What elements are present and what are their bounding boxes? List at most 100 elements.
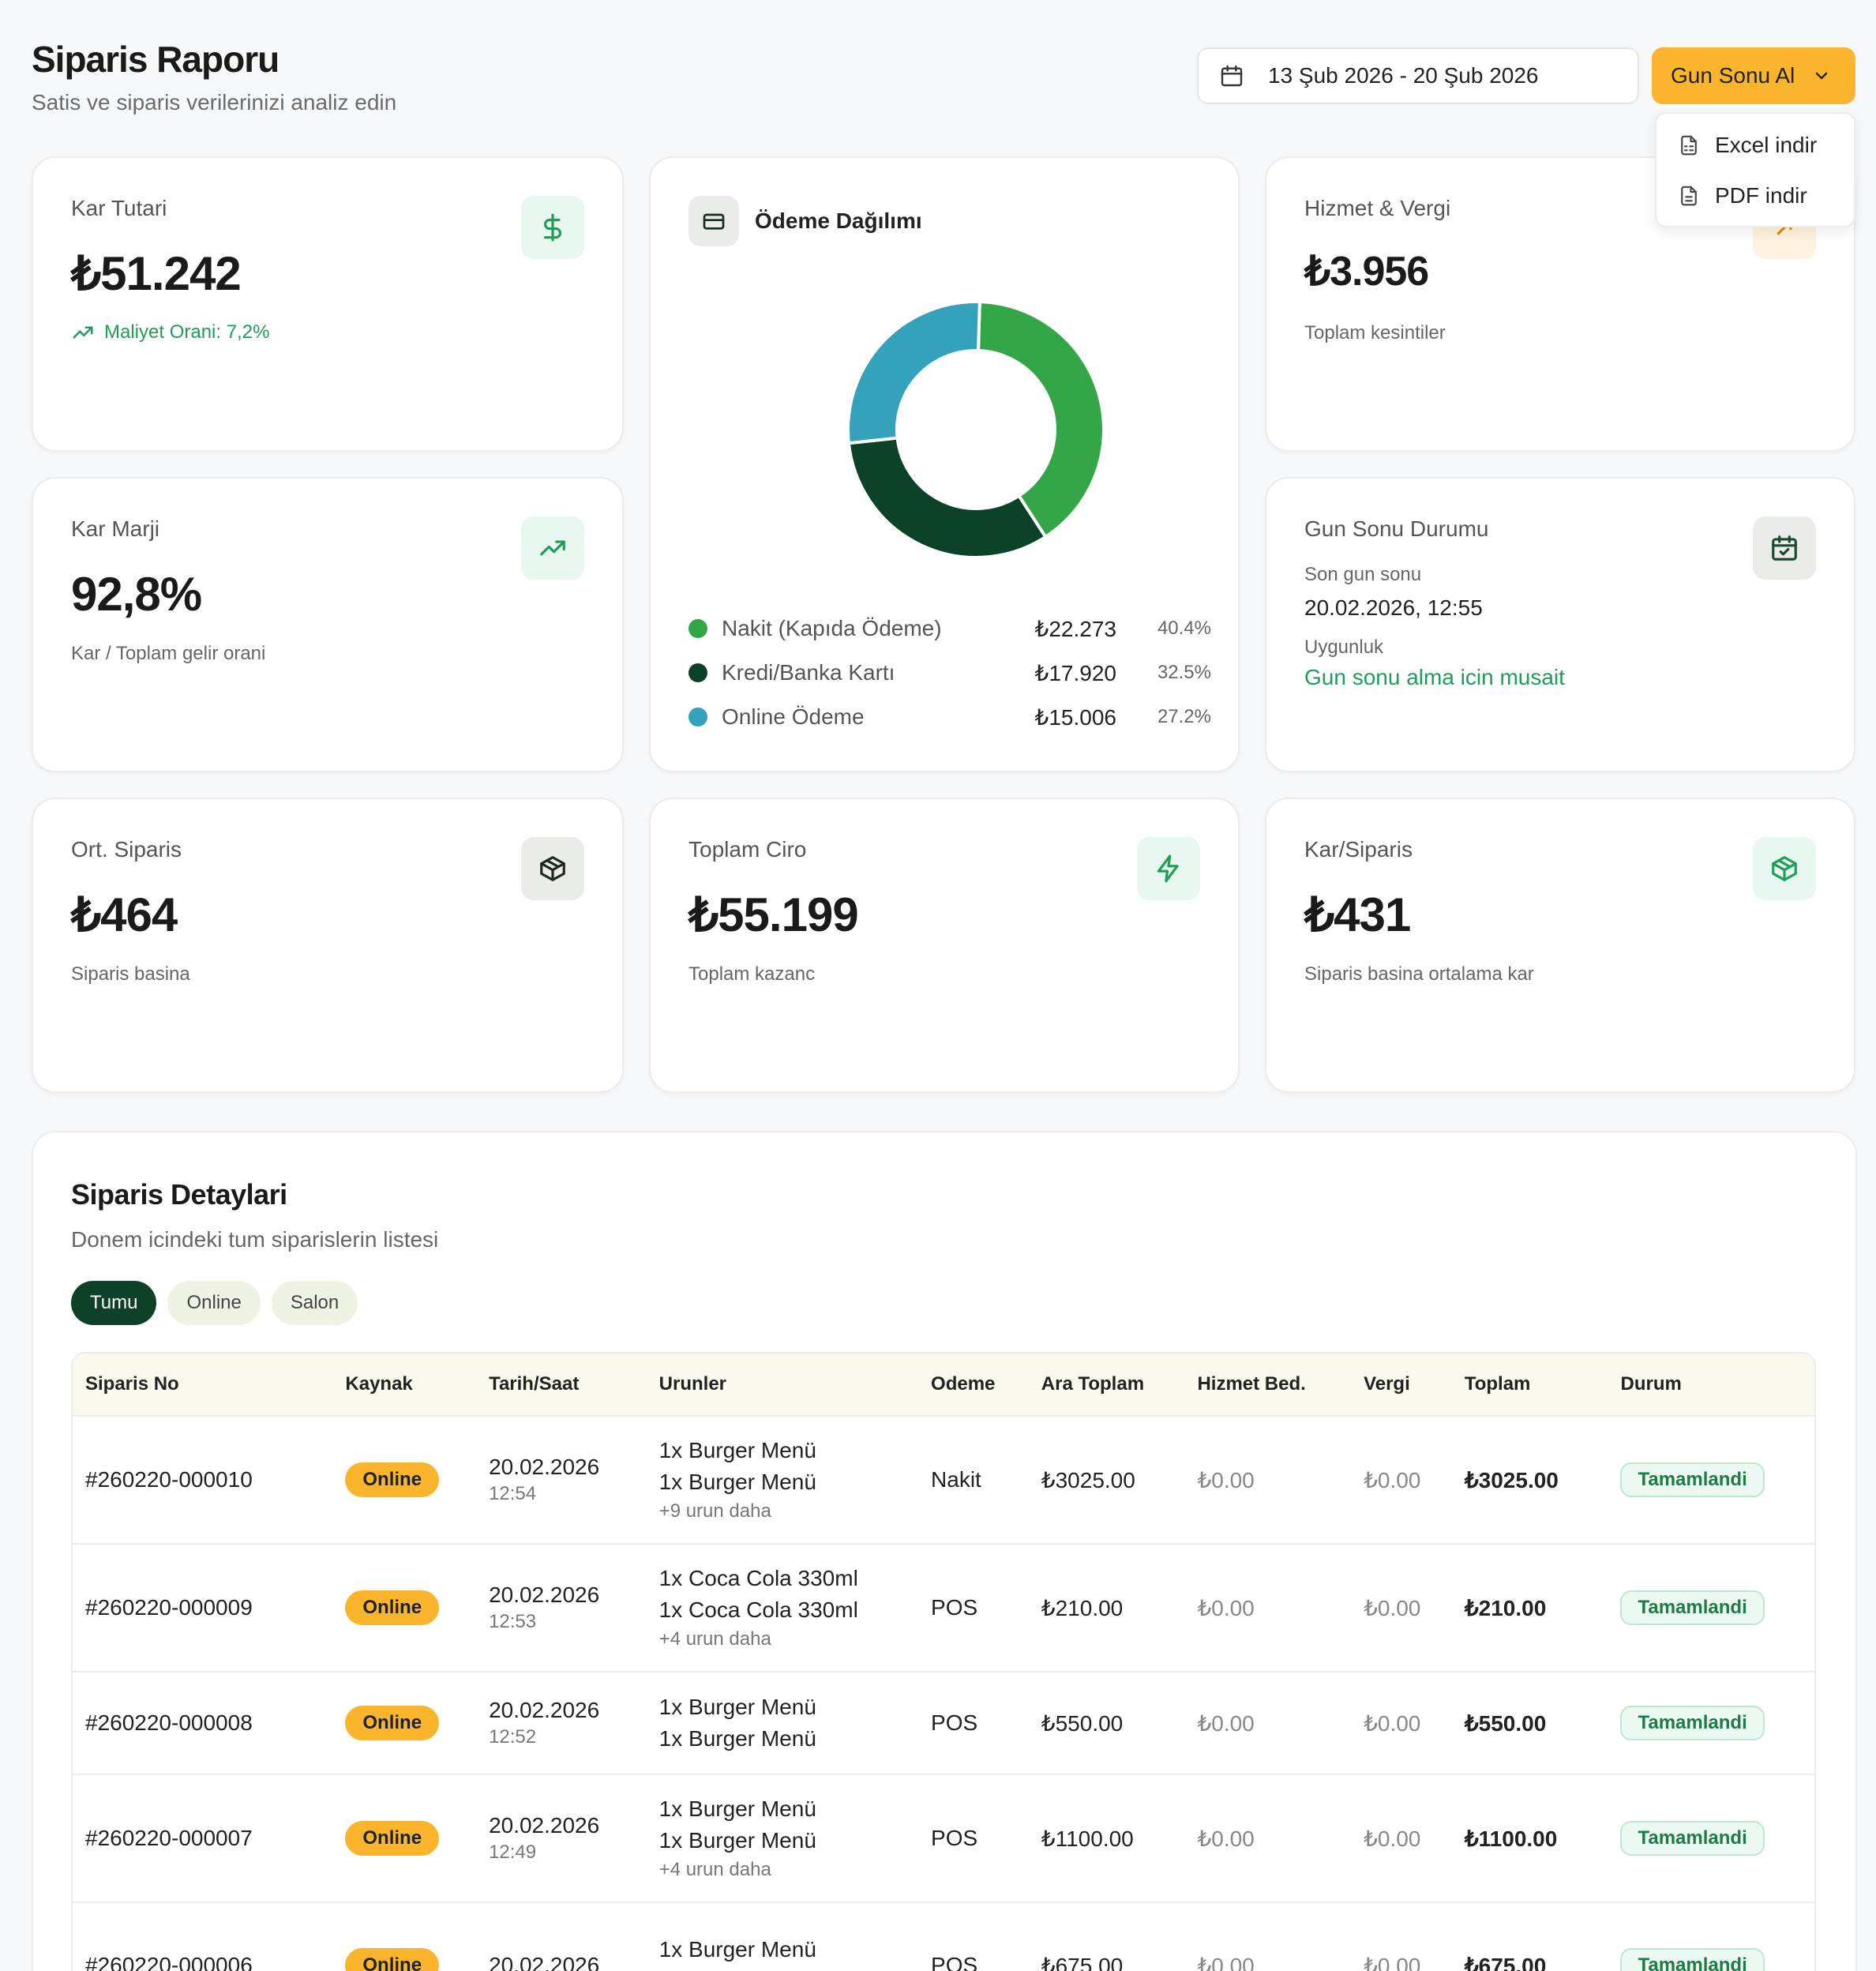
source-badge: Online [345, 1821, 440, 1856]
table-row[interactable]: #260220-000008 Online 20.02.2026 12:52 1x Bu… [73, 1673, 1814, 1775]
tax: ₺0.00 [1364, 1826, 1421, 1851]
order-number: #260220-000010 [85, 1467, 253, 1492]
page-subtitle: Satis ve siparis verilerinizi analiz edi… [32, 90, 397, 115]
kar-marji-card: Kar Marji 92,8% Kar / Toplam gelir orani [32, 477, 624, 772]
tax: ₺0.00 [1364, 1710, 1421, 1736]
calendar-check-icon-box [1753, 516, 1816, 580]
filter-online[interactable]: Online [167, 1281, 261, 1325]
datetime-cell: 20.02.2026 12:54 [476, 1455, 647, 1505]
product-line: 1x Burger Menü [658, 1937, 816, 1962]
trend-text: Maliyet Orani: 7,2% [104, 321, 270, 343]
filter-chips: Tumu Online Salon [71, 1281, 358, 1325]
orders-section: Siparis Detaylari Donem icindeki tum sip… [32, 1131, 1857, 1971]
gun-sonu-label: Gun Sonu Al [1671, 63, 1795, 88]
gun-sonu-status-card: Gun Sonu Durumu Son gun sonu 20.02.2026,… [1265, 477, 1855, 772]
source-badge: Online [345, 1948, 440, 1971]
status-cell: Tamamlandi [1608, 1821, 1814, 1856]
trend-indicator: Maliyet Orani: 7,2% [71, 321, 269, 344]
product-line: 1x Burger Menü [658, 1796, 816, 1821]
product-line: 1x Burger Menü [658, 1726, 816, 1751]
tax: ₺0.00 [1364, 1953, 1421, 1971]
filter-tumu[interactable]: Tumu [71, 1281, 157, 1325]
orders-subtitle: Donem icindeki tum siparislerin listesi [71, 1227, 439, 1252]
service-fee: ₺0.00 [1197, 1710, 1255, 1736]
order-number: #260220-000006 [85, 1953, 253, 1971]
son-gun-sonu-value: 20.02.2026, 12:55 [1304, 595, 1483, 620]
source-cell: Online [332, 1590, 476, 1625]
trending-up-icon [540, 540, 565, 556]
table-body: #260220-000010 Online 20.02.2026 12:54 1x Bu… [73, 1417, 1814, 1971]
order-time: 12:49 [489, 1841, 537, 1863]
card-subtext: Toplam kazanc [688, 963, 816, 985]
tax: ₺0.00 [1364, 1467, 1421, 1492]
card-value: ₺51.242 [71, 247, 242, 300]
source-badge: Online [345, 1462, 440, 1497]
ort-siparis-card: Ort. Siparis ₺464 Siparis basina [32, 798, 624, 1093]
total: ₺1100.00 [1464, 1826, 1558, 1851]
date-range-picker[interactable]: 13 Şub 2026 - 20 Şub 2026 [1197, 47, 1639, 104]
orders-table: Siparis No Kaynak Tarih/Saat Urunler Ode… [71, 1352, 1816, 1971]
product-line: 1x Burger Menü [658, 1438, 816, 1462]
orders-title: Siparis Detaylari [71, 1178, 287, 1211]
column-header: Durum [1620, 1373, 1682, 1395]
status-cell: Tamamlandi [1608, 1706, 1814, 1740]
column-header: Ara Toplam [1041, 1373, 1145, 1395]
excel-download-item[interactable]: Excel indir [1657, 120, 1854, 171]
total: ₺3025.00 [1464, 1467, 1559, 1492]
column-header: Toplam [1464, 1373, 1531, 1395]
order-date: 20.02.2026 [489, 1953, 600, 1971]
calendar-icon [1221, 65, 1243, 87]
pdf-download-item[interactable]: PDF indir [1657, 171, 1854, 221]
service-fee: ₺0.00 [1197, 1595, 1255, 1620]
source-cell: Online [332, 1821, 476, 1856]
gun-sonu-button[interactable]: Gun Sonu Al [1652, 47, 1855, 104]
card-label: Gun Sonu Durumu [1304, 516, 1489, 541]
products-cell: 1x Burger Menü 1x Burger Menü [647, 1691, 918, 1755]
legend-name: Kredi/Banka Kartı [722, 660, 895, 685]
export-dropdown-menu: Excel indir PDF indir [1655, 112, 1855, 227]
kar-siparis-card: Kar/Siparis ₺431 Siparis basina ortalama… [1265, 798, 1855, 1093]
dollar-icon [543, 213, 561, 242]
order-number: #260220-000009 [85, 1595, 253, 1620]
filter-salon[interactable]: Salon [271, 1281, 358, 1325]
card-value: ₺3.956 [1304, 249, 1429, 295]
payment-title: Ödeme Dağılımı [755, 208, 922, 233]
card-subtext: Siparis basina [71, 963, 190, 985]
legend-amount: ₺22.273 [1034, 616, 1116, 641]
total: ₺675.00 [1464, 1953, 1547, 1971]
legend-amount: ₺15.006 [1034, 704, 1116, 730]
spreadsheet-file-icon [1681, 135, 1697, 156]
table-row[interactable]: #260220-000010 Online 20.02.2026 12:54 1x Bu… [73, 1417, 1814, 1545]
table-row[interactable]: #260220-000007 Online 20.02.2026 12:49 1x Bu… [73, 1775, 1814, 1903]
legend-percent: 40.4% [1157, 618, 1211, 639]
card-value: 92,8% [71, 568, 202, 621]
trending-up-icon [73, 326, 93, 339]
legend-dot [688, 619, 707, 638]
table-row[interactable]: #260220-000006 Online 20.02.2026 1x Burger … [73, 1903, 1814, 1971]
subtotal: ₺210.00 [1041, 1595, 1124, 1620]
service-fee: ₺0.00 [1197, 1826, 1255, 1851]
card-label: Kar Tutari [71, 196, 167, 220]
column-header: Hizmet Bed. [1197, 1373, 1306, 1395]
total: ₺550.00 [1464, 1710, 1547, 1736]
zap-icon-box [1137, 837, 1200, 900]
card-label: Kar Marji [71, 516, 160, 541]
order-time: 12:53 [489, 1611, 537, 1632]
products-cell: 1x Burger Menü 1x Burger Menü +9 urun daha [647, 1435, 918, 1525]
package-icon [540, 856, 565, 881]
legend-row-nakit: Nakit (Kapıda Ödeme) ₺22.273 40.4% [688, 613, 1211, 644]
package-icon [1772, 856, 1797, 881]
package-icon-box [521, 837, 584, 900]
legend-row-kredi: Kredi/Banka Kartı ₺17.920 32.5% [688, 657, 1211, 689]
calendar-check-icon [1772, 535, 1797, 561]
zap-icon [1157, 854, 1179, 883]
column-header: Vergi [1364, 1373, 1410, 1395]
page-title: Siparis Raporu [32, 39, 280, 80]
legend-dot [688, 663, 707, 682]
card-value: ₺431 [1304, 888, 1411, 941]
source-badge: Online [345, 1706, 440, 1740]
products-cell: 1x Coca Cola 330ml 1x Coca Cola 330ml +4 u… [647, 1563, 918, 1653]
subtotal: ₺1100.00 [1041, 1826, 1134, 1851]
table-row[interactable]: #260220-000009 Online 20.02.2026 12:53 1x Co… [73, 1545, 1814, 1673]
column-header: Tarih/Saat [489, 1373, 580, 1395]
